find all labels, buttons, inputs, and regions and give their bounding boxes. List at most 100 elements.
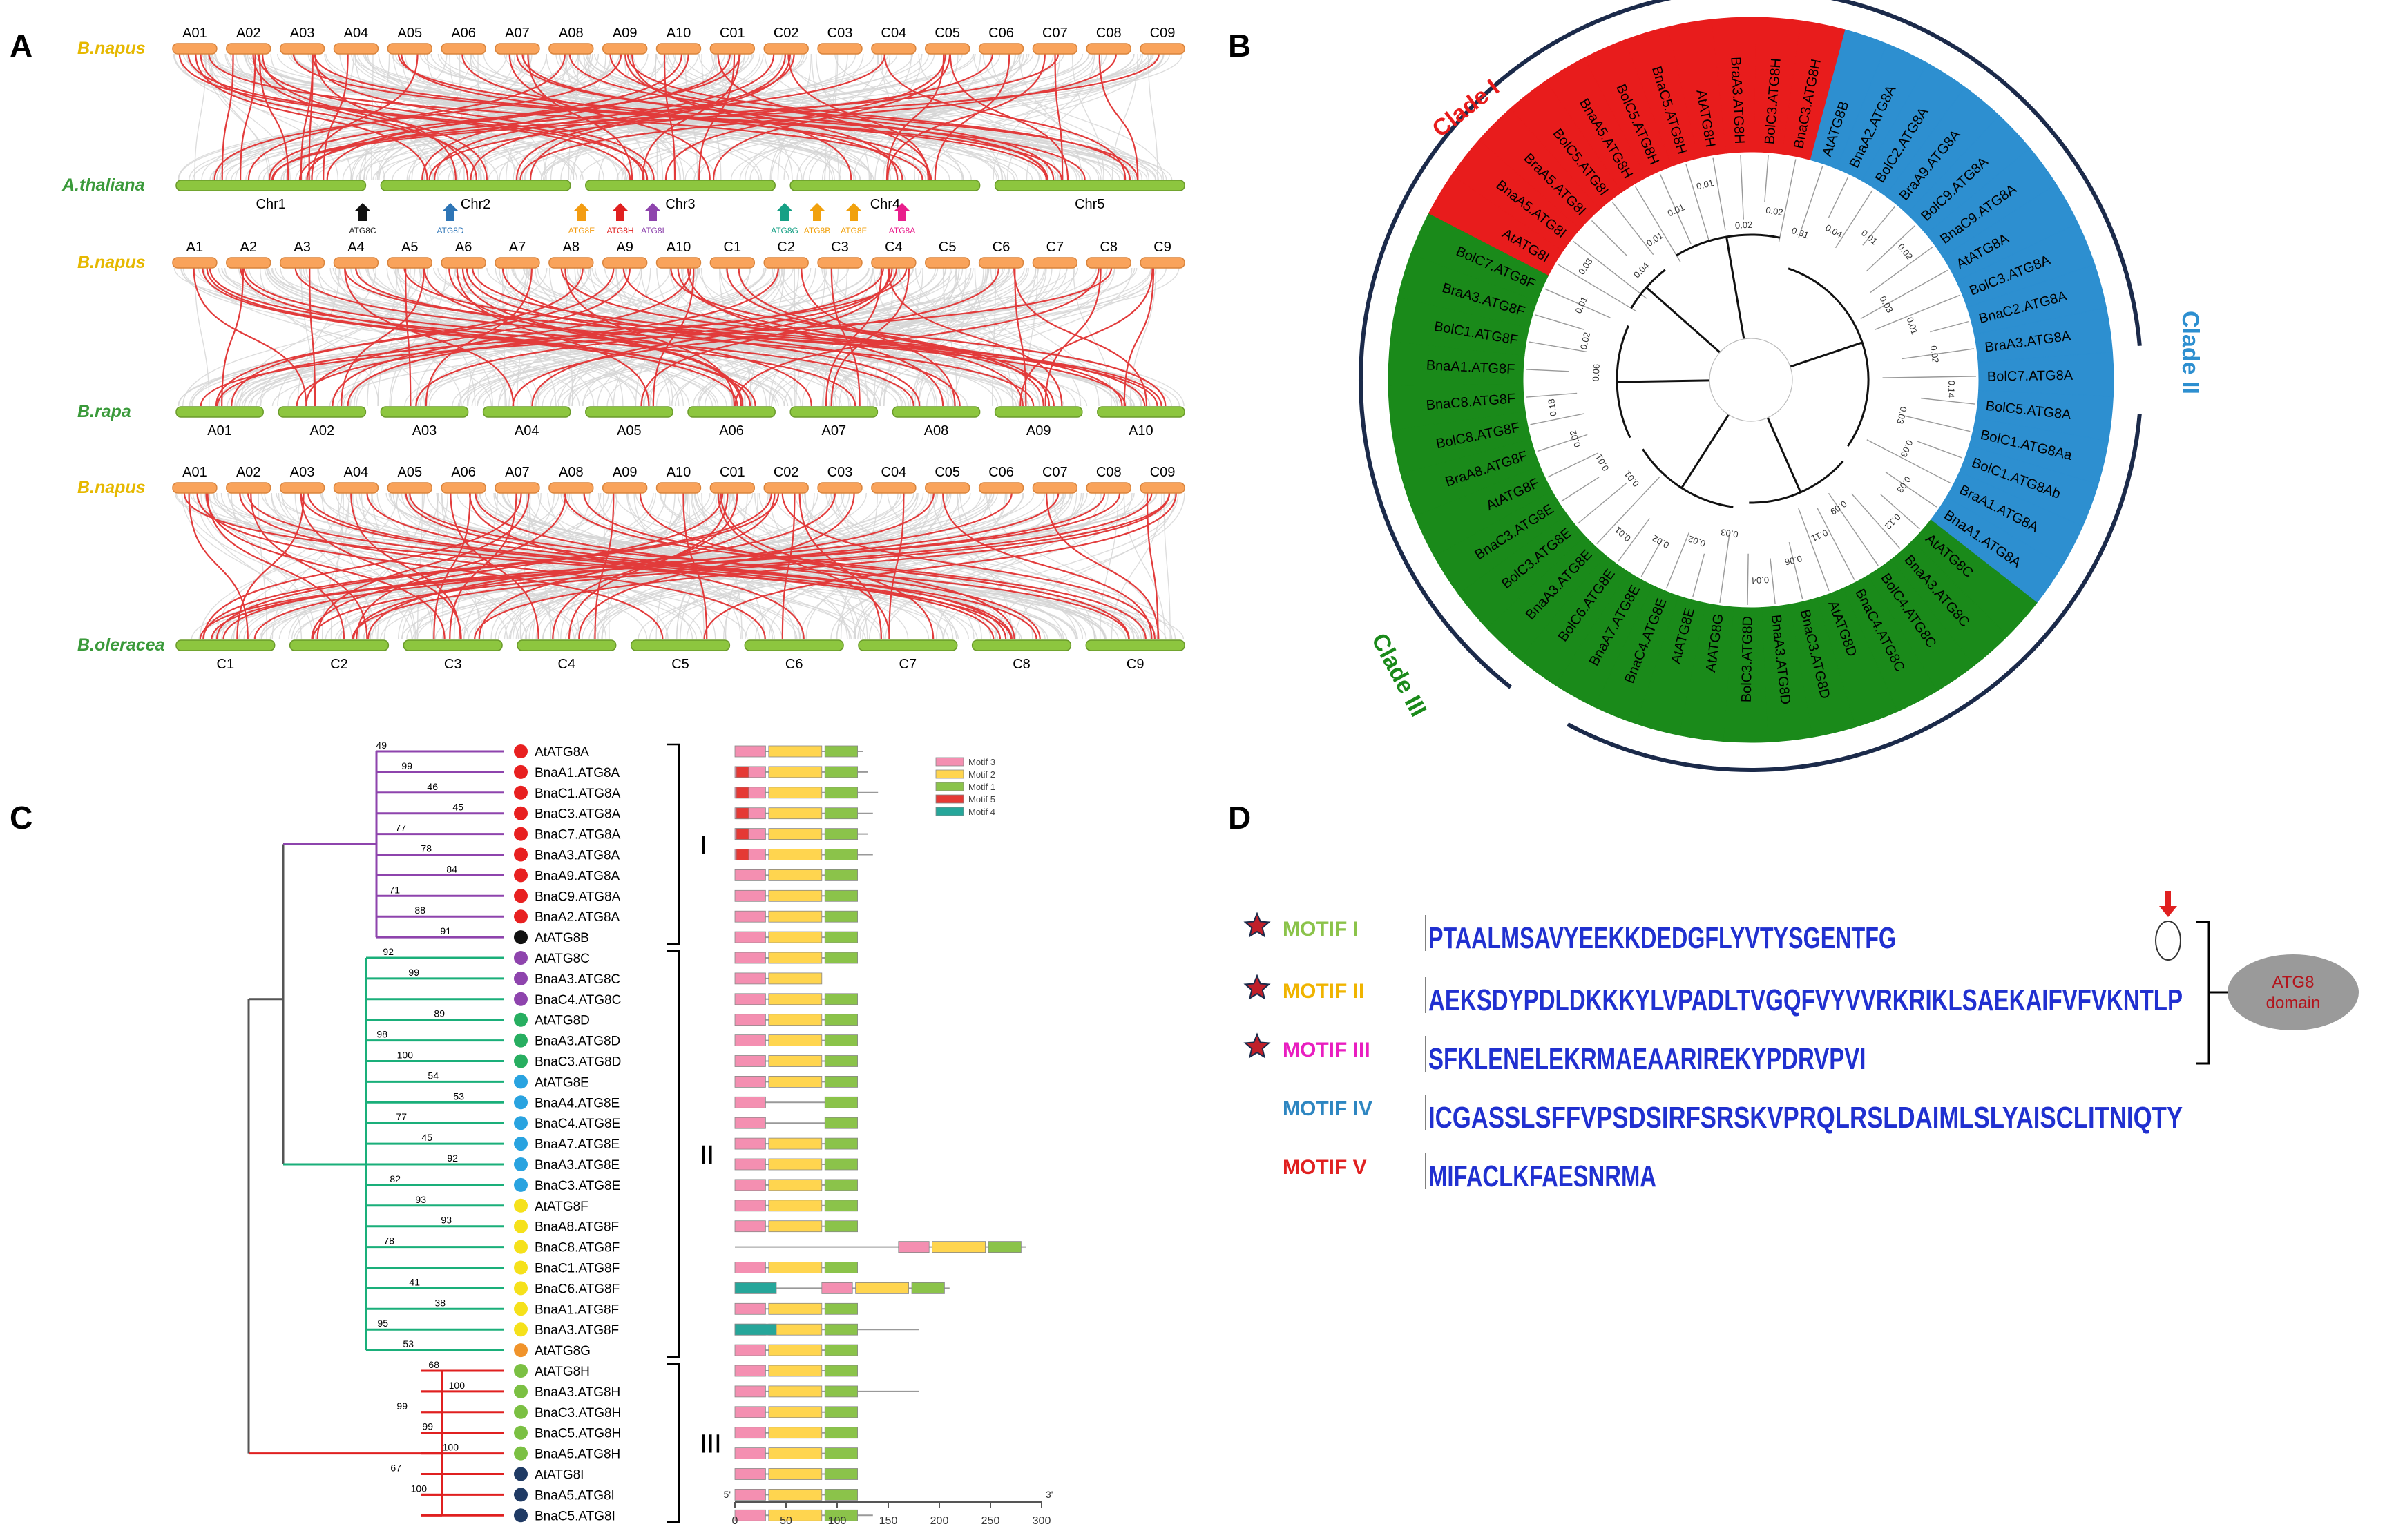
- top-chromosome-bar: [226, 43, 271, 55]
- synteny-bg-link: [697, 492, 1087, 640]
- bottom-chromosome-bar: [630, 639, 731, 651]
- bottom-chromosome-bar: [971, 639, 1072, 651]
- synteny-link: [461, 53, 903, 180]
- synteny-bg-link: [259, 267, 423, 407]
- tree-stem: [1645, 287, 1721, 354]
- top-chromosome-bar: [978, 482, 1024, 494]
- branch-support-value: 0.01: [1593, 452, 1611, 472]
- bottom-chromosome-label: A08: [924, 423, 949, 439]
- synteny-bg-link: [828, 267, 1061, 407]
- gene-name: BnaC4.ATG8E: [535, 1117, 620, 1131]
- top-chromosome-bar: [602, 43, 648, 55]
- clade-bracket-arc: [1584, 0, 2142, 347]
- tree-branch: [1573, 241, 1647, 299]
- synteny-bg-link: [372, 267, 852, 407]
- gene-marker-arrow: [573, 203, 590, 221]
- motif-block: [734, 1158, 766, 1171]
- bootstrap-value: 100: [443, 1442, 459, 1453]
- synteny-link: [247, 492, 995, 640]
- motif-block: [824, 1262, 858, 1273]
- gene-marker-label: ATG8I: [641, 226, 664, 235]
- synteny-link: [664, 53, 946, 180]
- synteny-bg-link: [693, 53, 1165, 180]
- synteny-bg-link: [199, 492, 373, 640]
- top-chromosome-bar: [279, 257, 325, 269]
- bottom-chromosome-bar: [289, 639, 390, 651]
- synteny-link: [296, 267, 884, 407]
- tree-branch: [1788, 542, 1803, 599]
- tree-branch: [1747, 553, 1749, 605]
- motif-block: [824, 1365, 858, 1377]
- synteny-link: [1046, 492, 1160, 640]
- gene-name: BnaC1.ATG8A: [535, 787, 621, 801]
- branch-support-value: 0.14: [1946, 380, 1957, 398]
- tree-branch: [1692, 553, 1705, 598]
- gene-dot: [514, 1425, 528, 1440]
- legend-swatch: [935, 782, 964, 791]
- top-chromosome-bar: [871, 482, 917, 494]
- motif-block: [911, 1282, 945, 1294]
- top-chromosome-label: A07: [505, 465, 530, 480]
- motif-block: [768, 1427, 823, 1439]
- bootstrap-value: 88: [414, 905, 425, 916]
- synteny-bg-link: [194, 53, 207, 180]
- top-chromosome-bar: [602, 482, 648, 494]
- gene-marker-label: ATG8B: [804, 226, 830, 235]
- synteny-link: [221, 267, 245, 407]
- branch-support-value: 0.01: [1695, 177, 1714, 191]
- synteny-bg-link: [227, 492, 866, 640]
- synteny-bg-link: [885, 492, 1102, 640]
- bottom-chromosome-label: A10: [1129, 423, 1153, 439]
- synteny-link: [205, 492, 446, 640]
- synteny-link: [200, 267, 1113, 407]
- gene-name: BnaA2.ATG8A: [535, 910, 620, 925]
- motif-block: [824, 910, 858, 923]
- motif-block: [734, 1509, 766, 1521]
- bottom-chromosome-label: C8: [1013, 657, 1031, 672]
- bottom-chromosome-bar: [482, 406, 571, 418]
- branch-support-value: 0.03: [1895, 405, 1908, 425]
- synteny-link: [720, 492, 935, 640]
- synteny-link: [642, 53, 740, 180]
- synteny-link: [403, 267, 1162, 407]
- panel-label-c: C: [10, 800, 32, 836]
- synteny-bg-link: [211, 53, 434, 180]
- tree-branch: [1862, 206, 1895, 246]
- bottom-chromosome-label: Chr3: [665, 197, 695, 212]
- top-chromosome-label: C9: [1153, 240, 1171, 255]
- motif-block: [734, 910, 766, 923]
- motif-block: [736, 807, 749, 820]
- synteny-bg-link: [503, 492, 1076, 640]
- gene-marker-label: ATG8H: [606, 226, 633, 235]
- bootstrap-value: 98: [376, 1029, 387, 1040]
- synteny-link: [195, 53, 428, 180]
- synteny-link: [515, 53, 787, 180]
- synteny-bg-link: [582, 267, 1167, 407]
- red-arrow-icon: [2159, 891, 2177, 917]
- tree-branch: [1740, 155, 1744, 220]
- synteny-link: [207, 492, 345, 640]
- gene-dot: [514, 1157, 528, 1171]
- synteny-link: [356, 492, 566, 640]
- top-chromosome-label: C02: [774, 465, 799, 480]
- bootstrap-value: 84: [446, 863, 457, 874]
- motif-block: [768, 1220, 823, 1233]
- gene-name: BnaA3.ATG8E: [535, 1158, 620, 1173]
- motif-block: [736, 787, 749, 799]
- synteny-bg-link: [285, 53, 448, 180]
- tree-stem: [1725, 236, 1745, 340]
- synteny-link: [434, 53, 775, 180]
- branch-support-value: 0.03: [1720, 527, 1739, 539]
- synteny-link: [1146, 492, 1159, 640]
- motif-block: [734, 1282, 777, 1294]
- motif-block: [768, 1137, 823, 1150]
- legend-label: Motif 3: [968, 757, 995, 767]
- branch-support-value: 0.02: [1765, 205, 1783, 218]
- motif-block: [824, 869, 858, 881]
- synteny-bg-link: [805, 492, 944, 640]
- synteny-bg-link: [883, 267, 923, 407]
- synteny-bg-link: [755, 492, 960, 640]
- synteny-bg-link: [942, 267, 958, 407]
- synteny-link: [252, 53, 469, 180]
- bootstrap-value: 46: [427, 781, 438, 792]
